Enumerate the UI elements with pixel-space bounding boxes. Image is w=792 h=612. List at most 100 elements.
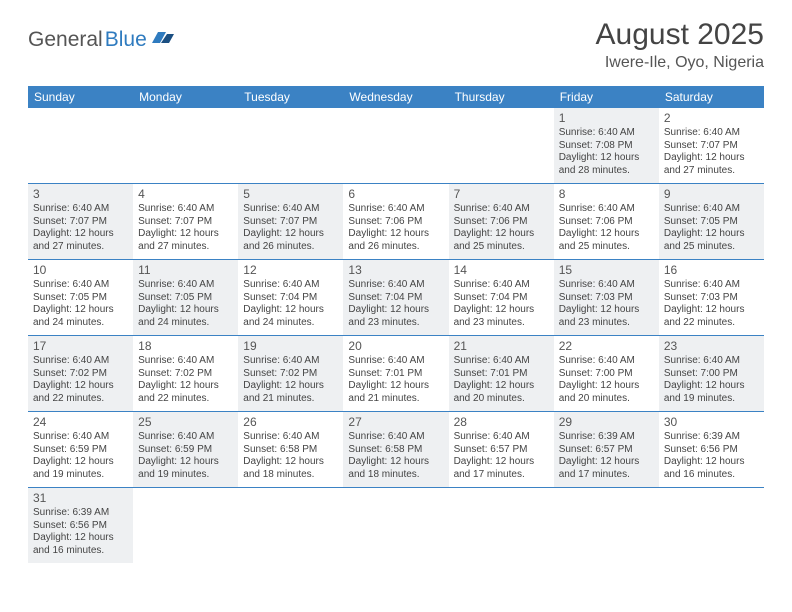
sunset-text: Sunset: 7:00 PM: [559, 368, 654, 381]
sunrise-text: Sunrise: 6:40 AM: [454, 279, 549, 292]
daylight-text: Daylight: 12 hours and 27 minutes.: [664, 152, 759, 177]
day-cell: 12Sunrise: 6:40 AMSunset: 7:04 PMDayligh…: [238, 260, 343, 335]
logo-text-blue: Blue: [105, 28, 147, 52]
sunset-text: Sunset: 7:06 PM: [348, 216, 443, 229]
day-cell: 15Sunrise: 6:40 AMSunset: 7:03 PMDayligh…: [554, 260, 659, 335]
daylight-text: Daylight: 12 hours and 19 minutes.: [33, 456, 128, 481]
empty-cell: [28, 108, 133, 183]
day-number: 2: [664, 111, 759, 126]
daylight-text: Daylight: 12 hours and 21 minutes.: [243, 380, 338, 405]
day-number: 9: [664, 187, 759, 202]
sunset-text: Sunset: 7:06 PM: [559, 216, 654, 229]
daylight-text: Daylight: 12 hours and 18 minutes.: [348, 456, 443, 481]
day-number: 24: [33, 415, 128, 430]
daylight-text: Daylight: 12 hours and 20 minutes.: [454, 380, 549, 405]
daylight-text: Daylight: 12 hours and 16 minutes.: [33, 532, 128, 557]
day-number: 23: [664, 339, 759, 354]
sunrise-text: Sunrise: 6:40 AM: [664, 355, 759, 368]
sunset-text: Sunset: 7:05 PM: [33, 292, 128, 305]
day-number: 11: [138, 263, 233, 278]
daylight-text: Daylight: 12 hours and 21 minutes.: [348, 380, 443, 405]
day-header: Wednesday: [343, 86, 448, 108]
daylight-text: Daylight: 12 hours and 16 minutes.: [664, 456, 759, 481]
sunset-text: Sunset: 7:02 PM: [33, 368, 128, 381]
day-cell: 16Sunrise: 6:40 AMSunset: 7:03 PMDayligh…: [659, 260, 764, 335]
sunrise-text: Sunrise: 6:40 AM: [138, 431, 233, 444]
sunrise-text: Sunrise: 6:40 AM: [33, 355, 128, 368]
sunrise-text: Sunrise: 6:40 AM: [243, 203, 338, 216]
daylight-text: Daylight: 12 hours and 25 minutes.: [454, 228, 549, 253]
day-number: 21: [454, 339, 549, 354]
day-cell: 26Sunrise: 6:40 AMSunset: 6:58 PMDayligh…: [238, 412, 343, 487]
day-header: Sunday: [28, 86, 133, 108]
day-number: 6: [348, 187, 443, 202]
day-cell: 28Sunrise: 6:40 AMSunset: 6:57 PMDayligh…: [449, 412, 554, 487]
page-header: General Blue August 2025 Iwere-Ile, Oyo,…: [0, 0, 792, 80]
sunset-text: Sunset: 7:02 PM: [243, 368, 338, 381]
location-subtitle: Iwere-Ile, Oyo, Nigeria: [596, 54, 764, 72]
sunset-text: Sunset: 7:03 PM: [559, 292, 654, 305]
logo-text-general: General: [28, 28, 103, 52]
day-cell: 2Sunrise: 6:40 AMSunset: 7:07 PMDaylight…: [659, 108, 764, 183]
sunset-text: Sunset: 6:56 PM: [33, 520, 128, 533]
sunset-text: Sunset: 7:07 PM: [138, 216, 233, 229]
sunset-text: Sunset: 7:04 PM: [243, 292, 338, 305]
day-cell: 7Sunrise: 6:40 AMSunset: 7:06 PMDaylight…: [449, 184, 554, 259]
day-header: Saturday: [659, 86, 764, 108]
flag-icon: [152, 30, 174, 49]
empty-cell: [133, 108, 238, 183]
day-number: 16: [664, 263, 759, 278]
empty-cell: [449, 488, 554, 563]
sunrise-text: Sunrise: 6:40 AM: [454, 431, 549, 444]
sunset-text: Sunset: 6:56 PM: [664, 444, 759, 457]
daylight-text: Daylight: 12 hours and 17 minutes.: [559, 456, 654, 481]
sunset-text: Sunset: 7:04 PM: [348, 292, 443, 305]
daylight-text: Daylight: 12 hours and 18 minutes.: [243, 456, 338, 481]
daylight-text: Daylight: 12 hours and 20 minutes.: [559, 380, 654, 405]
empty-cell: [554, 488, 659, 563]
sunrise-text: Sunrise: 6:39 AM: [664, 431, 759, 444]
week-row: 3 Sunrise: 6:40 AM Sunset: 7:07 PM Daylight…: [28, 184, 764, 260]
empty-cell: [449, 108, 554, 183]
daylight-text: Daylight: 12 hours and 27 minutes.: [33, 228, 128, 253]
sunset-text: Sunset: 7:03 PM: [664, 292, 759, 305]
sunset-text: Sunset: 7:00 PM: [664, 368, 759, 381]
day-number: 12: [243, 263, 338, 278]
empty-cell: [133, 488, 238, 563]
day-number: 26: [243, 415, 338, 430]
day-number: 4: [138, 187, 233, 202]
day-cell: 14Sunrise: 6:40 AMSunset: 7:04 PMDayligh…: [449, 260, 554, 335]
day-cell: 23Sunrise: 6:40 AMSunset: 7:00 PMDayligh…: [659, 336, 764, 411]
day-cell: 22Sunrise: 6:40 AMSunset: 7:00 PMDayligh…: [554, 336, 659, 411]
day-number: 5: [243, 187, 338, 202]
daylight-text: Daylight: 12 hours and 26 minutes.: [348, 228, 443, 253]
day-number: 18: [138, 339, 233, 354]
daylight-text: Daylight: 12 hours and 23 minutes.: [454, 304, 549, 329]
week-row: 31Sunrise: 6:39 AMSunset: 6:56 PMDayligh…: [28, 488, 764, 563]
sunset-text: Sunset: 6:58 PM: [348, 444, 443, 457]
day-number: 22: [559, 339, 654, 354]
daylight-text: Daylight: 12 hours and 17 minutes.: [454, 456, 549, 481]
day-cell: 24Sunrise: 6:40 AMSunset: 6:59 PMDayligh…: [28, 412, 133, 487]
day-number: 7: [454, 187, 549, 202]
day-cell: 30Sunrise: 6:39 AMSunset: 6:56 PMDayligh…: [659, 412, 764, 487]
day-cell: 29Sunrise: 6:39 AMSunset: 6:57 PMDayligh…: [554, 412, 659, 487]
sunrise-text: Sunrise: 6:40 AM: [664, 203, 759, 216]
sunrise-text: Sunrise: 6:40 AM: [454, 203, 549, 216]
daylight-text: Daylight: 12 hours and 22 minutes.: [664, 304, 759, 329]
day-cell: 11Sunrise: 6:40 AMSunset: 7:05 PMDayligh…: [133, 260, 238, 335]
day-number: 31: [33, 491, 128, 506]
day-number: 3: [33, 187, 128, 202]
month-title: August 2025: [596, 18, 764, 52]
sunset-text: Sunset: 6:57 PM: [559, 444, 654, 457]
day-cell: 4Sunrise: 6:40 AMSunset: 7:07 PMDaylight…: [133, 184, 238, 259]
daylight-text: Daylight: 12 hours and 23 minutes.: [559, 304, 654, 329]
day-number: 27: [348, 415, 443, 430]
empty-cell: [238, 108, 343, 183]
sunset-text: Sunset: 7:05 PM: [138, 292, 233, 305]
title-block: August 2025 Iwere-Ile, Oyo, Nigeria: [596, 18, 764, 72]
day-number: 14: [454, 263, 549, 278]
day-header: Tuesday: [238, 86, 343, 108]
sunrise-text: Sunrise: 6:40 AM: [559, 203, 654, 216]
daylight-text: Daylight: 12 hours and 24 minutes.: [138, 304, 233, 329]
